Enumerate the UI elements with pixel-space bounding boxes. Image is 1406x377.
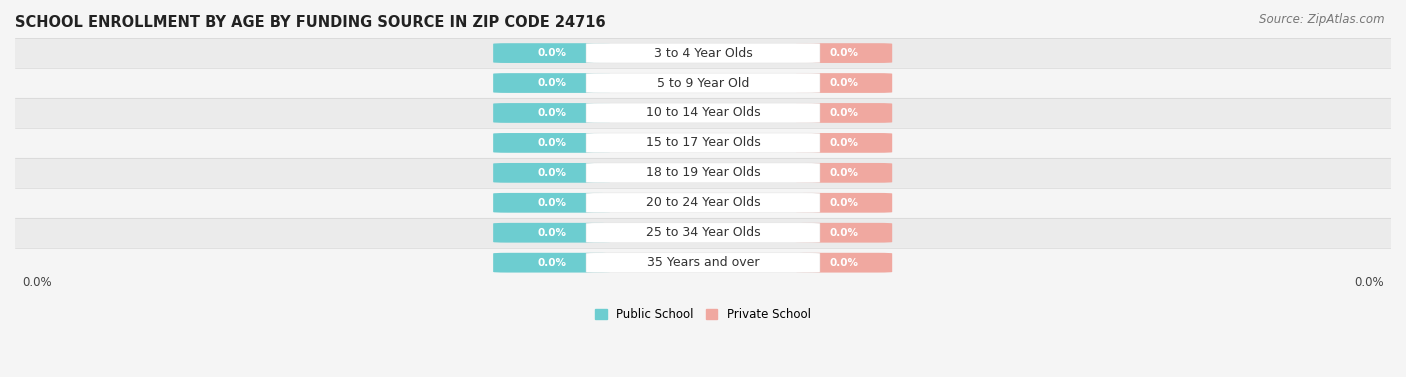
FancyBboxPatch shape [586, 133, 820, 153]
Text: 0.0%: 0.0% [537, 228, 567, 238]
FancyBboxPatch shape [796, 43, 893, 63]
FancyBboxPatch shape [494, 103, 610, 123]
Text: SCHOOL ENROLLMENT BY AGE BY FUNDING SOURCE IN ZIP CODE 24716: SCHOOL ENROLLMENT BY AGE BY FUNDING SOUR… [15, 15, 606, 30]
FancyBboxPatch shape [494, 43, 610, 63]
Text: 0.0%: 0.0% [537, 48, 567, 58]
Text: 15 to 17 Year Olds: 15 to 17 Year Olds [645, 136, 761, 149]
Text: 20 to 24 Year Olds: 20 to 24 Year Olds [645, 196, 761, 209]
FancyBboxPatch shape [586, 253, 820, 273]
FancyBboxPatch shape [586, 193, 820, 213]
Bar [15, 98, 1391, 128]
FancyBboxPatch shape [796, 223, 893, 243]
FancyBboxPatch shape [586, 163, 820, 183]
FancyBboxPatch shape [796, 163, 893, 183]
Text: 0.0%: 0.0% [830, 48, 859, 58]
Text: 0.0%: 0.0% [830, 108, 859, 118]
Bar [15, 158, 1391, 188]
Text: 0.0%: 0.0% [1354, 276, 1384, 289]
FancyBboxPatch shape [796, 193, 893, 213]
FancyBboxPatch shape [494, 223, 610, 243]
FancyBboxPatch shape [586, 73, 820, 93]
Text: 18 to 19 Year Olds: 18 to 19 Year Olds [645, 166, 761, 179]
Text: 0.0%: 0.0% [830, 168, 859, 178]
FancyBboxPatch shape [796, 103, 893, 123]
Bar [15, 38, 1391, 68]
Text: 0.0%: 0.0% [537, 168, 567, 178]
Text: 35 Years and over: 35 Years and over [647, 256, 759, 269]
Bar [15, 128, 1391, 158]
Text: 0.0%: 0.0% [830, 138, 859, 148]
FancyBboxPatch shape [494, 193, 610, 213]
FancyBboxPatch shape [494, 253, 610, 273]
FancyBboxPatch shape [494, 133, 610, 153]
Text: 0.0%: 0.0% [22, 276, 52, 289]
FancyBboxPatch shape [796, 73, 893, 93]
FancyBboxPatch shape [586, 223, 820, 243]
Text: 5 to 9 Year Old: 5 to 9 Year Old [657, 77, 749, 89]
Text: 0.0%: 0.0% [537, 257, 567, 268]
Bar [15, 188, 1391, 218]
Text: Source: ZipAtlas.com: Source: ZipAtlas.com [1260, 13, 1385, 26]
FancyBboxPatch shape [586, 43, 820, 63]
Text: 0.0%: 0.0% [830, 257, 859, 268]
Text: 0.0%: 0.0% [830, 228, 859, 238]
Text: 25 to 34 Year Olds: 25 to 34 Year Olds [645, 226, 761, 239]
Bar [15, 248, 1391, 277]
Bar [15, 218, 1391, 248]
FancyBboxPatch shape [494, 163, 610, 183]
Bar [15, 68, 1391, 98]
Text: 0.0%: 0.0% [830, 78, 859, 88]
FancyBboxPatch shape [796, 253, 893, 273]
FancyBboxPatch shape [586, 103, 820, 123]
Legend: Public School, Private School: Public School, Private School [592, 304, 814, 325]
Text: 10 to 14 Year Olds: 10 to 14 Year Olds [645, 106, 761, 120]
Text: 0.0%: 0.0% [537, 198, 567, 208]
Text: 0.0%: 0.0% [537, 78, 567, 88]
Text: 0.0%: 0.0% [830, 198, 859, 208]
FancyBboxPatch shape [796, 133, 893, 153]
Text: 0.0%: 0.0% [537, 108, 567, 118]
Text: 0.0%: 0.0% [537, 138, 567, 148]
FancyBboxPatch shape [494, 73, 610, 93]
Text: 3 to 4 Year Olds: 3 to 4 Year Olds [654, 47, 752, 60]
